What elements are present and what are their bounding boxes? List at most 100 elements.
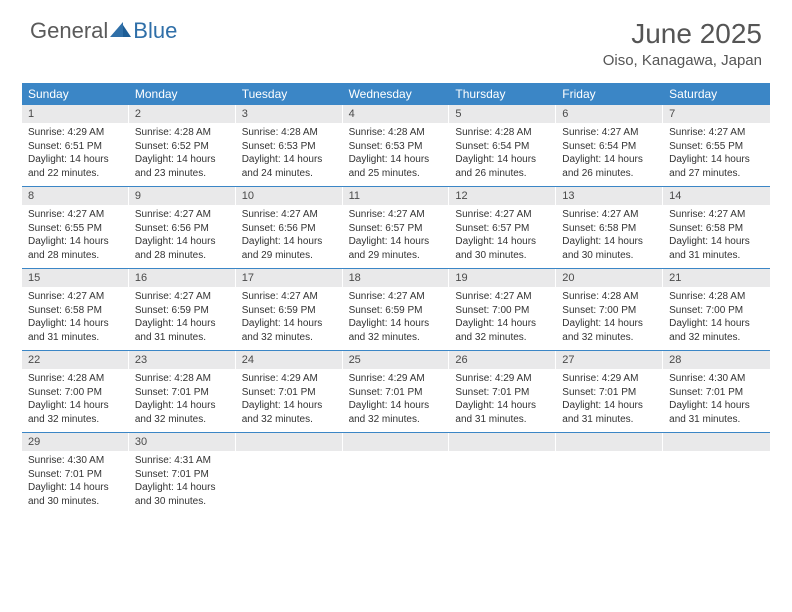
day-number: 7 bbox=[663, 105, 770, 123]
sunset-line: Sunset: 7:01 PM bbox=[349, 386, 444, 400]
daylight-line: Daylight: 14 hours and 31 minutes. bbox=[28, 317, 123, 344]
calendar-empty-cell bbox=[343, 433, 450, 514]
day-details: Sunrise: 4:28 AMSunset: 6:52 PMDaylight:… bbox=[129, 123, 236, 186]
sunset-line: Sunset: 6:51 PM bbox=[28, 140, 123, 154]
daylight-line: Daylight: 14 hours and 32 minutes. bbox=[669, 317, 764, 344]
sunrise-line: Sunrise: 4:28 AM bbox=[28, 372, 123, 386]
sunset-line: Sunset: 6:55 PM bbox=[28, 222, 123, 236]
weekday-header: Saturday bbox=[663, 83, 770, 105]
calendar-day-cell: 11Sunrise: 4:27 AMSunset: 6:57 PMDayligh… bbox=[343, 187, 450, 268]
calendar-empty-cell bbox=[663, 433, 770, 514]
sunrise-line: Sunrise: 4:27 AM bbox=[669, 208, 764, 222]
calendar-header-row: SundayMondayTuesdayWednesdayThursdayFrid… bbox=[22, 83, 770, 105]
sunset-line: Sunset: 6:59 PM bbox=[135, 304, 230, 318]
day-number: 8 bbox=[22, 187, 129, 205]
sunset-line: Sunset: 7:01 PM bbox=[455, 386, 550, 400]
day-number: 24 bbox=[236, 351, 343, 369]
day-details: Sunrise: 4:27 AMSunset: 6:55 PMDaylight:… bbox=[22, 205, 129, 268]
sunset-line: Sunset: 6:54 PM bbox=[455, 140, 550, 154]
day-number: 6 bbox=[556, 105, 663, 123]
calendar-day-cell: 9Sunrise: 4:27 AMSunset: 6:56 PMDaylight… bbox=[129, 187, 236, 268]
day-details: Sunrise: 4:27 AMSunset: 6:59 PMDaylight:… bbox=[129, 287, 236, 350]
day-details: Sunrise: 4:27 AMSunset: 6:58 PMDaylight:… bbox=[556, 205, 663, 268]
calendar-day-cell: 16Sunrise: 4:27 AMSunset: 6:59 PMDayligh… bbox=[129, 269, 236, 350]
day-number: 2 bbox=[129, 105, 236, 123]
weekday-header: Tuesday bbox=[236, 83, 343, 105]
calendar-empty-cell bbox=[556, 433, 663, 514]
day-details bbox=[556, 451, 663, 507]
sunrise-line: Sunrise: 4:29 AM bbox=[455, 372, 550, 386]
sunset-line: Sunset: 6:52 PM bbox=[135, 140, 230, 154]
day-number: 14 bbox=[663, 187, 770, 205]
day-details: Sunrise: 4:28 AMSunset: 7:00 PMDaylight:… bbox=[663, 287, 770, 350]
daylight-line: Daylight: 14 hours and 30 minutes. bbox=[562, 235, 657, 262]
sunrise-line: Sunrise: 4:27 AM bbox=[135, 290, 230, 304]
sunrise-line: Sunrise: 4:28 AM bbox=[349, 126, 444, 140]
daylight-line: Daylight: 14 hours and 28 minutes. bbox=[135, 235, 230, 262]
day-details: Sunrise: 4:27 AMSunset: 6:58 PMDaylight:… bbox=[663, 205, 770, 268]
calendar-day-cell: 22Sunrise: 4:28 AMSunset: 7:00 PMDayligh… bbox=[22, 351, 129, 432]
day-number: 5 bbox=[449, 105, 556, 123]
day-number: 4 bbox=[343, 105, 450, 123]
day-number: 30 bbox=[129, 433, 236, 451]
sunrise-line: Sunrise: 4:29 AM bbox=[28, 126, 123, 140]
day-details: Sunrise: 4:29 AMSunset: 7:01 PMDaylight:… bbox=[236, 369, 343, 432]
sunrise-line: Sunrise: 4:27 AM bbox=[562, 126, 657, 140]
day-number bbox=[236, 433, 343, 451]
day-number: 17 bbox=[236, 269, 343, 287]
calendar-week-row: 15Sunrise: 4:27 AMSunset: 6:58 PMDayligh… bbox=[22, 269, 770, 351]
sunset-line: Sunset: 7:01 PM bbox=[28, 468, 123, 482]
calendar-day-cell: 25Sunrise: 4:29 AMSunset: 7:01 PMDayligh… bbox=[343, 351, 450, 432]
calendar-empty-cell bbox=[449, 433, 556, 514]
day-details: Sunrise: 4:27 AMSunset: 6:57 PMDaylight:… bbox=[449, 205, 556, 268]
day-details: Sunrise: 4:30 AMSunset: 7:01 PMDaylight:… bbox=[663, 369, 770, 432]
day-number: 21 bbox=[663, 269, 770, 287]
daylight-line: Daylight: 14 hours and 32 minutes. bbox=[349, 399, 444, 426]
calendar-empty-cell bbox=[236, 433, 343, 514]
weekday-header: Monday bbox=[129, 83, 236, 105]
day-number bbox=[343, 433, 450, 451]
title-block: June 2025 Oiso, Kanagawa, Japan bbox=[603, 18, 762, 69]
day-details: Sunrise: 4:27 AMSunset: 6:59 PMDaylight:… bbox=[343, 287, 450, 350]
daylight-line: Daylight: 14 hours and 30 minutes. bbox=[135, 481, 230, 508]
sunrise-line: Sunrise: 4:28 AM bbox=[562, 290, 657, 304]
day-details: Sunrise: 4:27 AMSunset: 6:59 PMDaylight:… bbox=[236, 287, 343, 350]
calendar-day-cell: 27Sunrise: 4:29 AMSunset: 7:01 PMDayligh… bbox=[556, 351, 663, 432]
day-number bbox=[556, 433, 663, 451]
sunrise-line: Sunrise: 4:27 AM bbox=[349, 290, 444, 304]
day-details: Sunrise: 4:29 AMSunset: 7:01 PMDaylight:… bbox=[343, 369, 450, 432]
daylight-line: Daylight: 14 hours and 32 minutes. bbox=[242, 399, 337, 426]
daylight-line: Daylight: 14 hours and 30 minutes. bbox=[28, 481, 123, 508]
day-details bbox=[663, 451, 770, 507]
calendar-day-cell: 10Sunrise: 4:27 AMSunset: 6:56 PMDayligh… bbox=[236, 187, 343, 268]
daylight-line: Daylight: 14 hours and 31 minutes. bbox=[669, 399, 764, 426]
day-details: Sunrise: 4:27 AMSunset: 6:56 PMDaylight:… bbox=[129, 205, 236, 268]
weekday-header: Sunday bbox=[22, 83, 129, 105]
daylight-line: Daylight: 14 hours and 30 minutes. bbox=[455, 235, 550, 262]
calendar-week-row: 8Sunrise: 4:27 AMSunset: 6:55 PMDaylight… bbox=[22, 187, 770, 269]
logo-text-1: General bbox=[30, 18, 108, 44]
daylight-line: Daylight: 14 hours and 25 minutes. bbox=[349, 153, 444, 180]
calendar-day-cell: 19Sunrise: 4:27 AMSunset: 7:00 PMDayligh… bbox=[449, 269, 556, 350]
day-number: 3 bbox=[236, 105, 343, 123]
day-number: 12 bbox=[449, 187, 556, 205]
daylight-line: Daylight: 14 hours and 32 minutes. bbox=[242, 317, 337, 344]
daylight-line: Daylight: 14 hours and 29 minutes. bbox=[349, 235, 444, 262]
sunrise-line: Sunrise: 4:27 AM bbox=[455, 208, 550, 222]
sunrise-line: Sunrise: 4:30 AM bbox=[28, 454, 123, 468]
daylight-line: Daylight: 14 hours and 32 minutes. bbox=[349, 317, 444, 344]
calendar-week-row: 29Sunrise: 4:30 AMSunset: 7:01 PMDayligh… bbox=[22, 433, 770, 514]
sunrise-line: Sunrise: 4:28 AM bbox=[669, 290, 764, 304]
calendar-day-cell: 6Sunrise: 4:27 AMSunset: 6:54 PMDaylight… bbox=[556, 105, 663, 186]
day-number: 25 bbox=[343, 351, 450, 369]
sunset-line: Sunset: 6:55 PM bbox=[669, 140, 764, 154]
day-details: Sunrise: 4:28 AMSunset: 6:54 PMDaylight:… bbox=[449, 123, 556, 186]
sunrise-line: Sunrise: 4:27 AM bbox=[28, 290, 123, 304]
day-number: 22 bbox=[22, 351, 129, 369]
day-number: 23 bbox=[129, 351, 236, 369]
calendar-day-cell: 4Sunrise: 4:28 AMSunset: 6:53 PMDaylight… bbox=[343, 105, 450, 186]
sunrise-line: Sunrise: 4:27 AM bbox=[28, 208, 123, 222]
calendar-day-cell: 20Sunrise: 4:28 AMSunset: 7:00 PMDayligh… bbox=[556, 269, 663, 350]
day-number: 26 bbox=[449, 351, 556, 369]
calendar-week-row: 22Sunrise: 4:28 AMSunset: 7:00 PMDayligh… bbox=[22, 351, 770, 433]
